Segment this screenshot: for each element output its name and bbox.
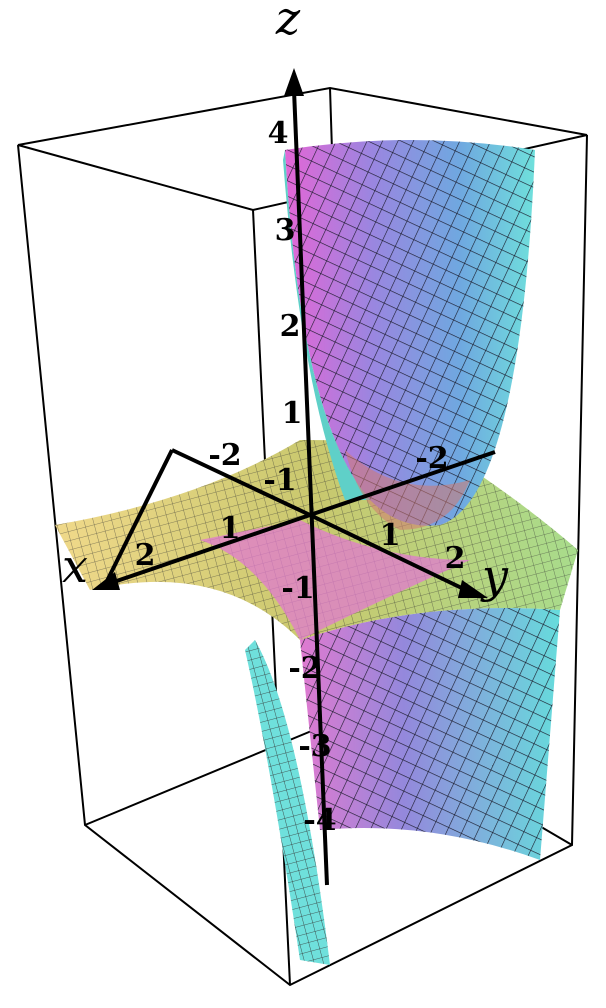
x-tick-label: -1 <box>263 463 296 498</box>
z-axis <box>292 89 329 886</box>
z-tick-label: -4 <box>303 803 336 838</box>
y-tick-label: -2 <box>415 441 448 476</box>
x-tick-label: 2 <box>135 538 156 573</box>
z-tick-label: -1 <box>281 571 314 606</box>
axis-name: x <box>62 539 88 593</box>
lower-sheet <box>245 608 560 965</box>
x-tick-label: -2 <box>208 438 241 473</box>
z-tick-label: -2 <box>288 651 321 686</box>
upper-funnel <box>283 140 535 530</box>
axes <box>92 68 496 886</box>
labels: z x y -2 -1 1 2 -2 1 2 4 3 2 1 -1 -2 -3 -4 <box>62 0 509 838</box>
z-tick-label: 4 <box>268 116 289 151</box>
z-tick-label: 3 <box>275 213 296 248</box>
x-tick-label: 1 <box>220 511 241 546</box>
axis-name: y <box>480 549 509 603</box>
y-tick-label: 2 <box>445 541 466 576</box>
y-axis <box>309 513 471 594</box>
z-tick-label: 1 <box>282 396 303 431</box>
y-tick-label: 1 <box>380 518 401 553</box>
z-tick-label: -3 <box>298 729 331 764</box>
x-axis-back <box>171 448 311 517</box>
y-axis-back <box>309 450 496 517</box>
z-tick-label: 2 <box>280 309 301 344</box>
axis-name: z <box>275 0 301 45</box>
y-arrow <box>458 580 488 598</box>
x-axis <box>104 513 311 587</box>
z-arrow <box>284 68 304 96</box>
x-arrow <box>92 572 120 590</box>
